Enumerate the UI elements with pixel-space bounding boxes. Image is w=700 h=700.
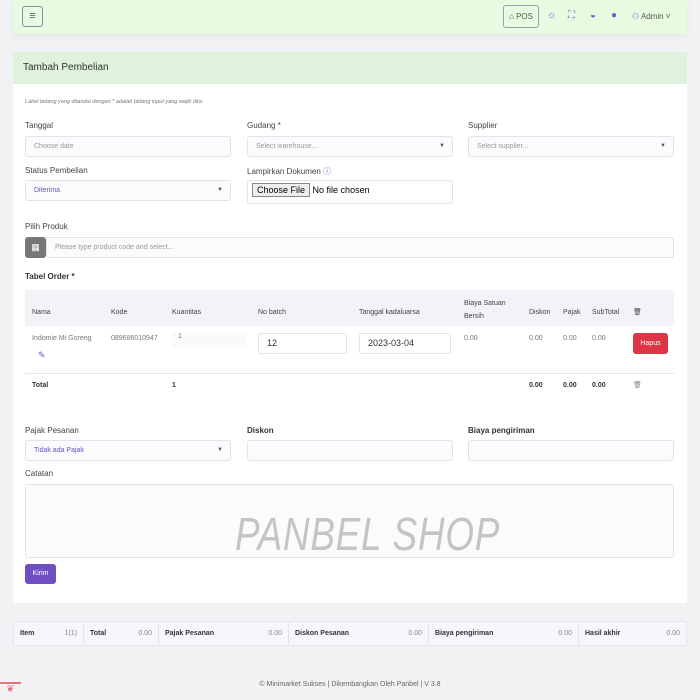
choose-file-button[interactable]: Choose File: [252, 183, 311, 197]
summary-value: 1(1): [64, 630, 77, 637]
summary-key: Diskon Pesanan: [295, 630, 350, 637]
basket-icon[interactable]: ◒: [590, 10, 597, 21]
caret-down-icon: ▼: [217, 187, 223, 193]
divider: [25, 373, 674, 374]
tanggal-label: Tanggal: [25, 121, 54, 130]
summary-value: 0.00: [408, 630, 422, 637]
edit-icon[interactable]: ✎: [38, 350, 46, 360]
file-input[interactable]: Choose File No file chosen: [247, 180, 453, 204]
footer: © Minimarket Sukses | Dikembangkan Oleh …: [259, 681, 441, 688]
summary-key: Hasil akhir: [585, 630, 621, 637]
status-label: Status Pembelian: [25, 166, 88, 175]
summary-key: Item: [20, 630, 35, 637]
note-textarea[interactable]: [25, 484, 674, 558]
warehouse-select[interactable]: Select warehouse... ▼: [247, 136, 453, 157]
document-label-text: Lampirkan Dokumen: [247, 167, 321, 176]
document-label: Lampirkan Dokumen ⓘ: [247, 166, 331, 177]
summary-value: 0.00: [138, 630, 152, 637]
gudang-label: Gudang *: [247, 121, 281, 130]
top-navbar: ≡ ⌂ POS ☼ ⛶ ◒ ● ⚇ Admin ˅: [13, 0, 687, 34]
delete-row-button[interactable]: Hapus: [633, 333, 668, 354]
caret-down-icon: ▼: [217, 447, 223, 453]
menu-toggle-button[interactable]: ≡: [22, 6, 43, 27]
user-icon: ⚇: [632, 12, 640, 21]
summary-item: Hasil akhir 0.00: [579, 622, 686, 645]
watermark: PANBEL SHOP: [235, 508, 501, 560]
quantity-input[interactable]: 1: [172, 333, 246, 347]
produk-label: Pilih Produk: [25, 222, 68, 231]
shipping-label: Biaya pengiriman: [468, 426, 535, 435]
total-label: Total: [32, 382, 49, 389]
row-biaya: 0.00: [464, 335, 478, 342]
product-search-input[interactable]: Please type product code and select...: [46, 237, 674, 258]
fullscreen-icon[interactable]: ⛶: [568, 10, 575, 21]
catatan-label: Catatan: [25, 469, 54, 478]
summary-value: 0.00: [268, 630, 282, 637]
submit-button[interactable]: Kirim: [25, 564, 56, 584]
total-diskon: 0.00: [529, 382, 543, 389]
language-icon[interactable]: ●: [611, 10, 618, 21]
col-nama: Nama: [32, 309, 51, 316]
status-value: Diterima: [34, 187, 61, 194]
trash-icon: 🗑: [633, 382, 642, 389]
col-batch: No batch: [258, 309, 287, 316]
warehouse-placeholder: Select warehouse...: [256, 143, 318, 150]
summary-item: Pajak Pesanan 0.00: [159, 622, 289, 645]
col-exp: Tanggal kadaluarsa: [359, 309, 420, 316]
supplier-placeholder: Select supplier...: [477, 143, 529, 150]
summary-item: Diskon Pesanan 0.00: [289, 622, 429, 645]
order-tax-select[interactable]: Tidak ada Pajak ▼: [25, 440, 231, 461]
summary-item: Total 0.00: [84, 622, 159, 645]
col-subtotal: SubTotal: [592, 309, 620, 316]
caret-down-icon: ▼: [439, 143, 445, 149]
debugbar-icon[interactable]: ❦: [0, 682, 21, 700]
date-input[interactable]: Choose date: [25, 136, 231, 157]
table-header: [25, 290, 674, 326]
total-qty: 1: [172, 382, 176, 389]
row-nama: Indomie Mi Goreng: [32, 335, 92, 342]
col-kode: Kode: [111, 309, 128, 316]
summary-key: Total: [90, 630, 107, 637]
supplier-select[interactable]: Select supplier... ▼: [468, 136, 674, 157]
expiry-input[interactable]: 2023-03-04: [359, 333, 451, 354]
status-select[interactable]: Diterima ▼: [25, 180, 231, 201]
row-diskon: 0.00: [529, 335, 543, 342]
form-note: Label bidang yang ditandai dengan * adal…: [25, 99, 204, 105]
summary-item: Item 1(1): [14, 622, 84, 645]
summary-bar: Item 1(1) Total 0.00 Pajak Pesanan 0.00 Dis…: [13, 621, 687, 646]
supplier-label: Supplier: [468, 121, 498, 130]
col-pajak: Pajak: [563, 309, 581, 316]
row-pajak: 0.00: [563, 335, 577, 342]
summary-key: Biaya pengiriman: [435, 630, 494, 637]
summary-value: 0.00: [558, 630, 572, 637]
summary-key: Pajak Pesanan: [165, 630, 215, 637]
discount-input[interactable]: [247, 440, 453, 461]
help-icon[interactable]: ⓘ: [323, 167, 332, 176]
pajak-label: Pajak Pesanan: [25, 426, 79, 435]
summary-value: 0.00: [666, 630, 680, 637]
tax-value: Tidak ada Pajak: [34, 447, 84, 454]
theme-icon[interactable]: ☼: [547, 10, 557, 21]
shop-icon: ⌂: [509, 12, 514, 21]
barcode-icon[interactable]: ▦: [25, 237, 46, 258]
page-title: Tambah Pembelian: [13, 52, 687, 84]
shipping-input[interactable]: [468, 440, 674, 461]
row-subtotal: 0.00: [592, 335, 606, 342]
purchase-form-card: Tambah Pembelian Label bidang yang ditan…: [13, 52, 687, 603]
batch-input[interactable]: 12: [258, 333, 347, 354]
file-status: No file chosen: [312, 185, 370, 195]
total-pajak: 0.00: [563, 382, 577, 389]
trash-icon: 🗑: [633, 309, 642, 316]
user-menu[interactable]: ⚇ Admin ˅: [632, 12, 671, 21]
caret-down-icon: ▼: [660, 143, 666, 149]
col-diskon: Diskon: [529, 309, 551, 316]
table-title: Tabel Order *: [25, 272, 75, 281]
total-subtotal: 0.00: [592, 382, 606, 389]
diskon-label: Diskon: [247, 426, 274, 435]
pos-button[interactable]: ⌂ POS: [503, 5, 539, 28]
col-kuantitas: Kuantitas: [172, 309, 202, 316]
row-kode: 089686010947: [111, 335, 158, 342]
col-biaya: Biaya Satuan Bersih: [464, 300, 506, 320]
summary-item: Biaya pengiriman 0.00: [429, 622, 579, 645]
